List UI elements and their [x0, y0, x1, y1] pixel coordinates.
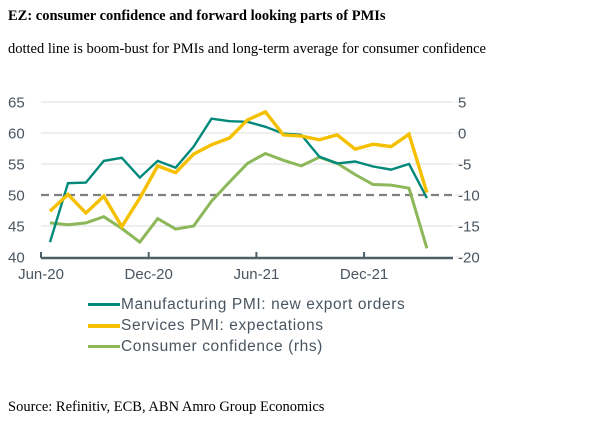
- y-tick-label-left: 50: [8, 188, 25, 205]
- y-tick-label-right: -15: [458, 219, 480, 236]
- legend-item: Consumer confidence (rhs): [88, 336, 405, 357]
- y-tick-label-left: 60: [8, 126, 25, 143]
- legend-swatch: [88, 303, 120, 306]
- legend-label: Manufacturing PMI: new export orders: [121, 295, 406, 313]
- y-tick-label-left: 40: [8, 250, 25, 267]
- y-tick-label-left: 45: [8, 219, 25, 236]
- y-tick-label-right: -20: [458, 250, 480, 267]
- legend: Manufacturing PMI: new export orders Serv…: [88, 294, 405, 357]
- legend-label: Consumer confidence (rhs): [121, 337, 323, 355]
- gridlines: [41, 101, 465, 258]
- y-tick-label-right: 0: [458, 126, 466, 143]
- chart-title: EZ: consumer confidence and forward look…: [8, 8, 386, 24]
- legend-label: Services PMI: expectations: [121, 316, 324, 334]
- legend-item: Services PMI: expectations: [88, 315, 405, 336]
- series-line-services-pmi-expectations: [48, 109, 429, 230]
- legend-item: Manufacturing PMI: new export orders: [88, 294, 405, 315]
- x-tick-label: Dec-20: [125, 266, 173, 283]
- series-line-consumer-confidence-rhs: [49, 151, 429, 249]
- y-tick-label-left: 55: [8, 157, 25, 174]
- x-tick-label: Jun-20: [18, 266, 64, 283]
- tick-labels: 40 45 50 55 60 65 -20 -15 -10 -5 0 5 Jun-20 Dec-20 Jun…: [8, 95, 480, 284]
- y-tick-label-right: -10: [458, 188, 480, 205]
- y-tick-label-right: 5: [458, 95, 466, 112]
- y-tick-label-left: 65: [8, 95, 25, 112]
- y-tick-label-right: -5: [458, 157, 471, 174]
- series-line-manufacturing-pmi-new-export-orders: [48, 117, 428, 243]
- chart-subtitle: dotted line is boom-bust for PMIs and lo…: [8, 41, 486, 57]
- legend-swatch: [88, 323, 120, 328]
- x-tick-label: Jun-21: [233, 266, 279, 283]
- source-note: Source: Refinitiv, ECB, ABN Amro Group E…: [8, 399, 325, 415]
- legend-swatch: [88, 345, 120, 348]
- axes: [40, 252, 453, 260]
- x-tick-label: Dec-21: [340, 266, 388, 283]
- series-lines: [48, 109, 429, 249]
